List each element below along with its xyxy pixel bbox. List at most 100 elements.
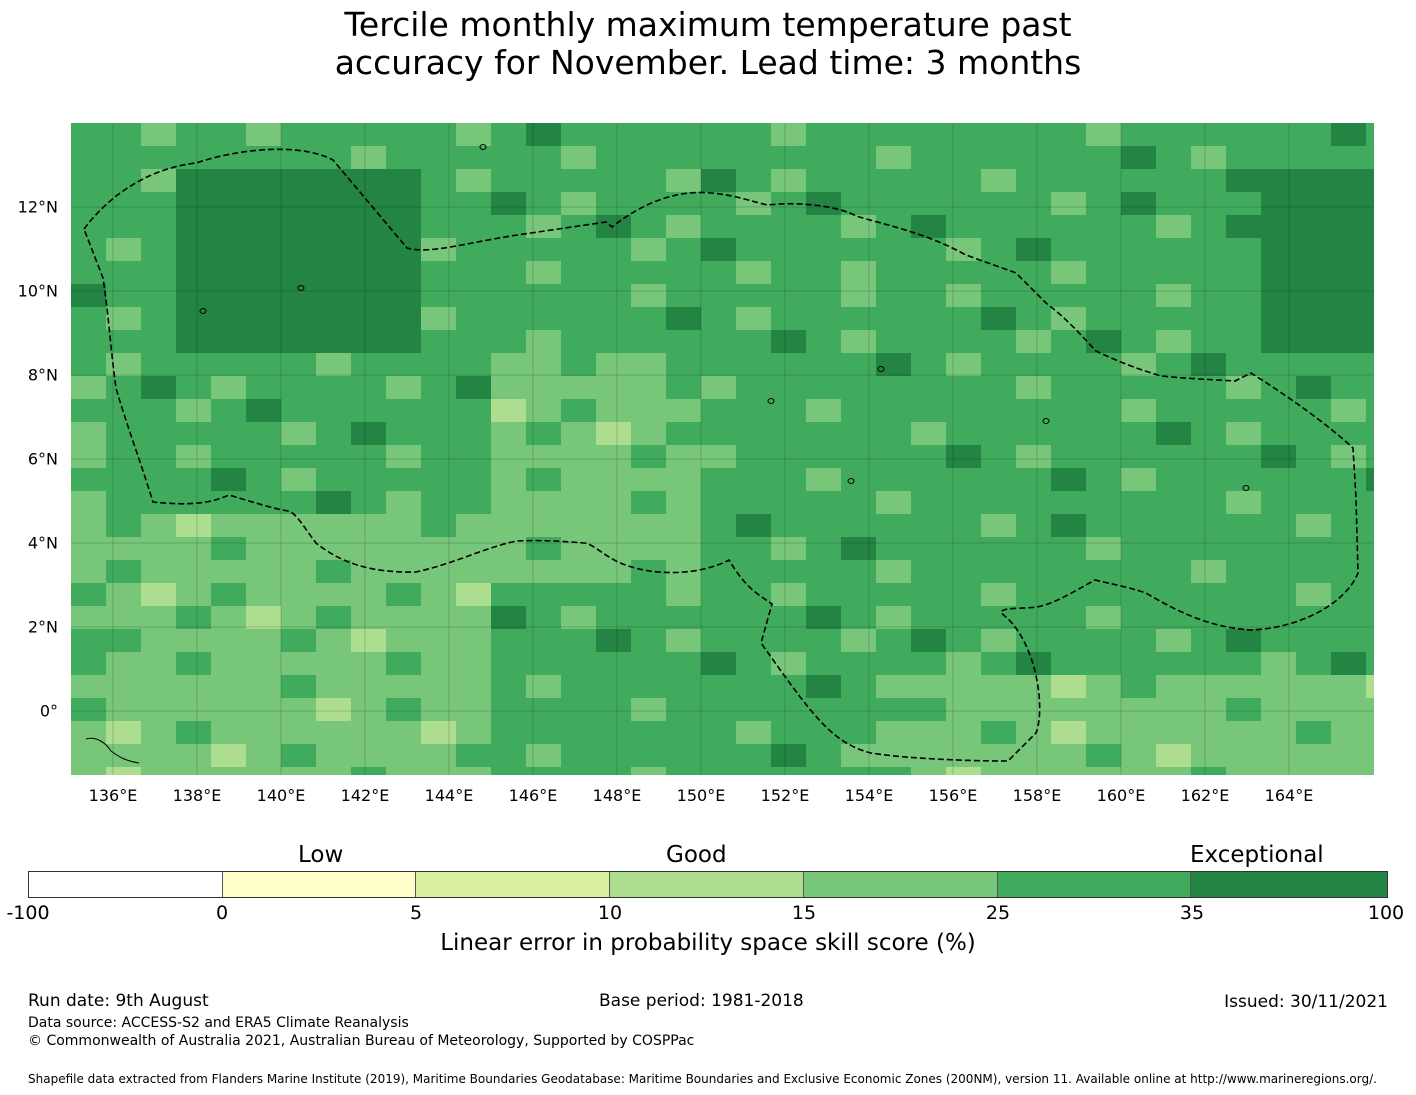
grid-cell <box>351 261 387 285</box>
grid-cell <box>526 675 562 699</box>
grid-cell <box>246 468 282 492</box>
grid-cell <box>1121 652 1157 676</box>
grid-cell <box>1366 353 1374 377</box>
grid-cell <box>456 192 492 216</box>
grid-cell <box>106 307 142 331</box>
grid-cell <box>281 261 317 285</box>
grid-cell <box>946 767 982 775</box>
grid-cell <box>1016 629 1052 653</box>
grid-cell <box>1051 399 1087 423</box>
grid-cell <box>596 468 632 492</box>
grid-cell <box>1086 399 1122 423</box>
grid-cell <box>596 606 632 630</box>
grid-cell <box>1016 284 1052 308</box>
grid-cell <box>526 169 562 193</box>
grid-cell <box>1051 721 1087 745</box>
grid-cell <box>1331 629 1367 653</box>
grid-cell <box>421 284 457 308</box>
grid-cell <box>351 284 387 308</box>
grid-cell <box>456 169 492 193</box>
grid-cell <box>71 445 107 469</box>
grid-cell <box>1296 169 1332 193</box>
island-outline <box>199 308 207 314</box>
grid-cell <box>876 468 912 492</box>
grid-cell <box>526 698 562 722</box>
grid-cell <box>666 698 702 722</box>
grid-cell <box>1296 284 1332 308</box>
grid-cell <box>1191 652 1227 676</box>
grid-cell <box>1226 146 1262 170</box>
grid-cell <box>1331 123 1367 147</box>
grid-cell <box>351 238 387 262</box>
grid-cell <box>421 468 457 492</box>
grid-cell <box>561 767 597 775</box>
grid-cell <box>631 284 667 308</box>
grid-cell <box>491 491 527 515</box>
grid-cell <box>1296 468 1332 492</box>
grid-cell <box>561 583 597 607</box>
grid-cell <box>1086 652 1122 676</box>
grid-cell <box>1191 146 1227 170</box>
grid-cell <box>1016 261 1052 285</box>
grid-cell <box>421 698 457 722</box>
grid-cell <box>701 123 737 147</box>
grid-cell <box>1331 238 1367 262</box>
grid-cell <box>1331 330 1367 354</box>
grid-cell <box>1296 238 1332 262</box>
grid-cell <box>106 261 142 285</box>
grid-cell <box>1331 445 1367 469</box>
grid-cell <box>246 445 282 469</box>
grid-cell <box>876 721 912 745</box>
grid-cell <box>1296 675 1332 699</box>
grid-cell <box>1156 675 1192 699</box>
grid-cell <box>421 307 457 331</box>
shapefile-credit: Shapefile data extracted from Flanders M… <box>28 1072 1377 1086</box>
grid-cell <box>1156 468 1192 492</box>
grid-cell <box>911 629 947 653</box>
grid-cell <box>1051 583 1087 607</box>
grid-cell <box>1121 606 1157 630</box>
grid-cell <box>1191 169 1227 193</box>
grid-cell <box>561 721 597 745</box>
grid-cell <box>666 675 702 699</box>
grid-cell <box>1016 583 1052 607</box>
grid-cell <box>1366 468 1374 492</box>
grid-cell <box>526 629 562 653</box>
grid-cell <box>1331 744 1367 768</box>
grid-cell <box>456 491 492 515</box>
grid-cell <box>106 330 142 354</box>
grid-cell <box>351 514 387 538</box>
grid-cell <box>1296 744 1332 768</box>
grid-cell <box>351 422 387 446</box>
grid-cell <box>386 146 422 170</box>
grid-cell <box>946 468 982 492</box>
grid-cell <box>701 238 737 262</box>
grid-cell <box>141 537 177 561</box>
grid-cell <box>736 422 772 446</box>
grid-cell <box>1261 330 1297 354</box>
grid-cell <box>316 560 352 584</box>
grid-cell <box>1366 606 1374 630</box>
lat-label-6n: 6°N <box>27 449 58 469</box>
grid-cell <box>771 767 807 775</box>
grid-cell <box>1121 215 1157 239</box>
grid-cell <box>281 583 317 607</box>
grid-cell <box>1331 146 1367 170</box>
grid-cell <box>771 583 807 607</box>
grid-cell <box>946 514 982 538</box>
grid-cell <box>1016 353 1052 377</box>
grid-cell <box>1261 744 1297 768</box>
grid-cell <box>806 284 842 308</box>
grid-cell <box>1261 215 1297 239</box>
grid-cell <box>246 353 282 377</box>
grid-cell <box>631 675 667 699</box>
grid-cell <box>1156 445 1192 469</box>
grid-cell <box>806 307 842 331</box>
grid-cell <box>1051 537 1087 561</box>
grid-cell <box>1366 767 1374 775</box>
grid-cell <box>631 238 667 262</box>
grid-cell <box>1156 169 1192 193</box>
grid-cell <box>946 307 982 331</box>
grid-cell <box>1121 698 1157 722</box>
grid-cell <box>71 514 107 538</box>
